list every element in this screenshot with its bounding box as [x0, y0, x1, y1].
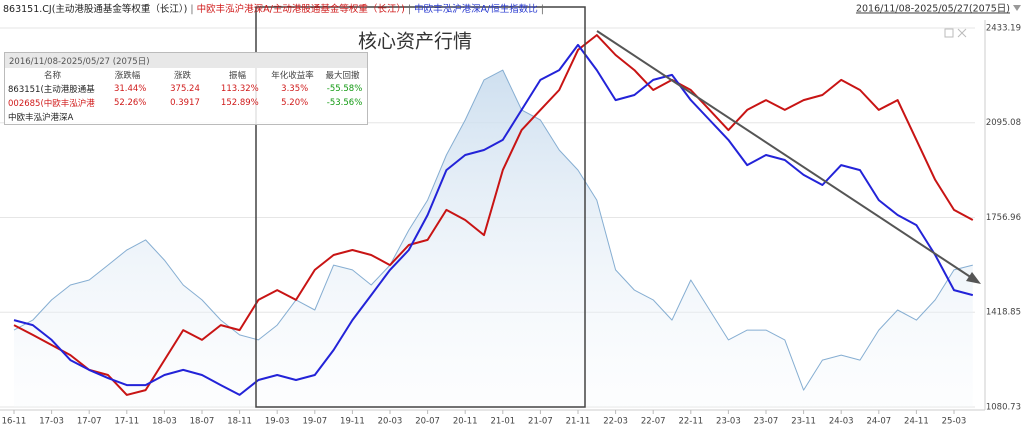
x-tick-label: 21-07 — [528, 417, 553, 427]
table-cell: 863151(主动港股通基 — [8, 85, 95, 95]
x-tick-label: 25-03 — [942, 417, 967, 427]
x-tick-label: 24-03 — [829, 417, 854, 427]
table-cell: 152.89% — [220, 98, 259, 108]
arrow-head — [966, 272, 981, 284]
table-cell: 31.44% — [113, 84, 147, 94]
lines — [13, 34, 974, 407]
table-cell: -53.56% — [326, 98, 363, 108]
x-tick-label: 17-11 — [114, 417, 139, 427]
separator: | — [187, 4, 196, 15]
column-header: 年化收益率 — [271, 71, 314, 81]
highlight-box — [255, 6, 586, 408]
x-tick-label: 23-03 — [716, 417, 741, 427]
table-cell: 3.35% — [281, 84, 309, 94]
x-tick-label: 19-03 — [265, 417, 290, 427]
y-tick-label: 1418.85 — [986, 308, 1021, 318]
column-header: 涨跌 — [173, 71, 191, 81]
x-tick-label: 19-11 — [340, 417, 365, 427]
summary-table: 2016/11/08-2025/05/27 (2075日) 名称 涨跌幅 涨跌 振幅 年化… — [4, 52, 368, 125]
legend-entry: 863151.CJ(主动港股通基金等权重（长江）) — [3, 3, 187, 15]
x-tick-label: 17-03 — [39, 417, 64, 427]
table-cell: 375.24 — [170, 84, 200, 94]
series-line — [13, 69, 973, 391]
restore-icon[interactable] — [944, 28, 954, 38]
y-tick-label: 1756.96 — [986, 213, 1021, 223]
separator: | — [405, 4, 414, 15]
table-row: 中欧丰泓沪港深A — [5, 110, 367, 124]
series-line — [13, 43, 974, 396]
chart-title: 核心资产行情 — [358, 31, 472, 53]
table-cell: 002685(中欧丰泓沪港 — [8, 99, 95, 109]
legend-entry: 中欧丰泓沪港深A/恒生指数比 — [414, 3, 538, 15]
x-tick-label: 18-07 — [190, 417, 215, 427]
legend-entry: 中欧丰泓沪港深A/主动港股通基金等权重（长江）) — [197, 3, 405, 15]
table-cell: 52.26% — [113, 98, 147, 108]
column-header: 涨跌幅 — [114, 71, 141, 81]
x-tick-label: 23-11 — [791, 417, 816, 427]
column-header: 最大回撤 — [325, 71, 360, 81]
y-tick-label: 2095.08 — [986, 118, 1021, 128]
date-range: 2016/11/08-2025/05/27(2075日) — [856, 4, 1010, 15]
y-tick-label: 1080.73 — [986, 403, 1021, 413]
x-tick-label: 24-11 — [904, 417, 929, 427]
x-tick-label: 17-07 — [77, 417, 102, 427]
x-tick-label: 22-11 — [678, 417, 703, 427]
x-tick-label: 20-07 — [415, 417, 440, 427]
series-area — [14, 70, 973, 407]
table-cell: -55.58% — [326, 84, 363, 94]
series-header: 863151.CJ(主动港股通基金等权重（长江）) | 中欧丰泓沪港深A/主动港… — [3, 3, 544, 15]
table-cell: 5.20% — [281, 98, 309, 108]
table-title: 2016/11/08-2025/05/27 (2075日) — [5, 53, 367, 68]
x-tick-label: 21-11 — [566, 417, 591, 427]
table-cell: 0.3917 — [170, 98, 200, 108]
x-tick-label: 16-11 — [2, 417, 27, 427]
x-tick-label: 20-11 — [453, 417, 478, 427]
x-tick-label: 20-03 — [378, 417, 403, 427]
table-cell: 中欧丰泓沪港深A — [8, 113, 74, 123]
x-tick-label: 24-07 — [866, 417, 891, 427]
series-line — [13, 34, 974, 396]
column-header: 名称 — [43, 71, 61, 81]
x-tick-label: 19-07 — [302, 417, 327, 427]
table-row: 002685(中欧丰泓沪港 52.26% 0.3917 152.89% 5.20% -53… — [5, 96, 367, 110]
separator: | — [538, 4, 544, 15]
x-tick-label: 21-01 — [490, 417, 515, 427]
column-header: 振幅 — [228, 71, 246, 81]
trend-arrow — [596, 30, 973, 279]
x-tick-label: 23-07 — [754, 417, 779, 427]
dropdown-icon[interactable] — [1013, 5, 1021, 11]
table-row: 863151(主动港股通基 31.44% 375.24 113.32% 3.35% -55… — [5, 82, 367, 96]
x-tick-label: 22-07 — [641, 417, 666, 427]
x-tick-label: 18-03 — [152, 417, 177, 427]
table-header: 名称 涨跌幅 涨跌 振幅 年化收益率 最大回撤 — [5, 68, 367, 82]
table-cell: 113.32% — [220, 84, 259, 94]
x-tick-label: 22-03 — [603, 417, 628, 427]
y-tick-label: 2433.19 — [986, 24, 1021, 34]
close-icon[interactable] — [957, 28, 967, 38]
x-tick-label: 18-11 — [227, 417, 252, 427]
